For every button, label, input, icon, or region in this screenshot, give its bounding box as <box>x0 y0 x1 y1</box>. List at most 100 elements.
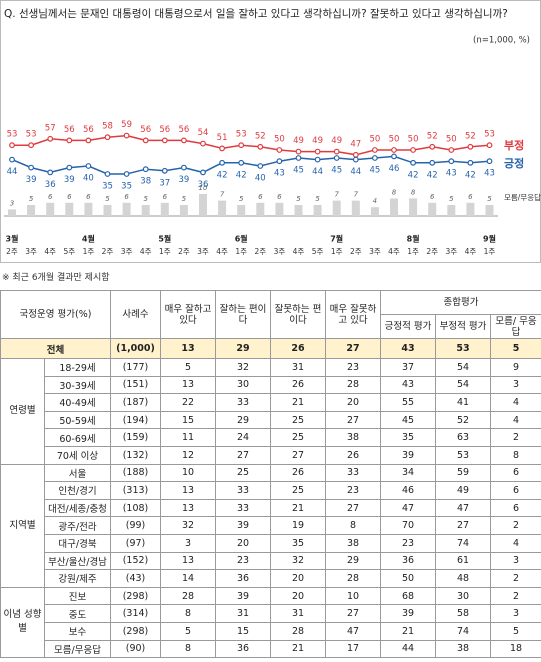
bar <box>370 207 379 216</box>
data-row: 모름/무응답 (90) 8 36 21 17 44 38 18 <box>1 639 541 659</box>
cell: 29 <box>325 551 381 571</box>
group-label: 지역별 <box>0 463 45 588</box>
row-label: 부산/울산/경남 <box>44 551 111 571</box>
cell: 13 <box>160 375 216 395</box>
cell: 33 <box>215 393 271 412</box>
week-label: 1주 <box>407 247 419 256</box>
header-cell: 긍정적 평가 <box>380 314 436 339</box>
point-label: 50 <box>446 135 457 145</box>
cell: 6 <box>489 481 541 500</box>
cell: 6 <box>489 463 541 483</box>
point <box>200 140 206 147</box>
sample-size: (151) <box>110 375 161 395</box>
point-label: 45 <box>331 166 342 176</box>
data-row: 50-59세 (194) 15 29 25 27 45 52 4 <box>1 410 541 430</box>
data-row: 보수 (298) 5 15 28 47 21 74 5 <box>1 621 541 641</box>
point-label: 36 <box>45 180 56 190</box>
point <box>410 147 417 153</box>
sample-size: (177) <box>110 358 161 377</box>
cell: 28 <box>325 569 381 588</box>
bar-label: 8 <box>392 188 397 196</box>
point-label: 39 <box>178 175 189 185</box>
month-label: 7월 <box>330 234 343 244</box>
point-label: 49 <box>331 136 342 146</box>
point <box>448 147 455 153</box>
point <box>391 147 397 153</box>
cell: 38 <box>325 533 381 553</box>
cell: 52 <box>435 410 491 430</box>
cell: 27 <box>325 498 381 518</box>
cell: 32 <box>160 516 216 535</box>
row-label: 40-49세 <box>44 393 111 412</box>
cell: 21 <box>270 393 326 412</box>
point-label: 56 <box>64 125 75 135</box>
point-label: 58 <box>102 122 113 132</box>
sample-size: (194) <box>110 410 161 430</box>
data-row: 대전/세종/충청 (108) 13 33 21 27 47 47 6 <box>1 498 541 518</box>
point <box>47 135 54 142</box>
point <box>66 137 73 144</box>
cell: 20 <box>270 569 326 588</box>
bar-label: 4 <box>373 197 377 205</box>
data-row: 대구/경북 (97) 3 20 35 38 23 74 4 <box>1 533 541 553</box>
week-label: 2주 <box>102 247 114 256</box>
cell: 33 <box>215 481 271 500</box>
point <box>142 166 149 173</box>
cell: 4 <box>489 410 541 430</box>
point <box>486 158 493 165</box>
week-label: 4주 <box>140 247 152 256</box>
point <box>66 164 73 171</box>
bar-label: 6 <box>430 193 435 201</box>
data-row: 중도 (314) 8 31 31 27 39 58 3 <box>1 604 541 623</box>
point <box>429 159 436 166</box>
cell: 10 <box>325 586 381 606</box>
chart-frame <box>0 0 541 263</box>
row-label: 진보 <box>44 586 111 606</box>
point-label: 56 <box>159 125 170 135</box>
cell: 20 <box>270 586 326 606</box>
bar <box>46 202 55 216</box>
cell: 20 <box>215 533 271 553</box>
results-table: 국정운영 평가(%) 사례수 매우 잘하고 있다 잘하는 편이다 잘못하는 편이다 매우 … <box>0 290 541 659</box>
point-label: 38 <box>140 177 151 187</box>
point-label: 45 <box>293 166 304 176</box>
cell: 27 <box>325 604 381 623</box>
point-label: 50 <box>408 135 419 145</box>
bar-label: 6 <box>67 193 72 201</box>
line <box>11 155 490 175</box>
point <box>276 158 283 165</box>
bar-label: 5 <box>239 195 244 203</box>
point-label: 36 <box>198 180 209 190</box>
point <box>238 159 245 166</box>
point <box>467 159 474 166</box>
cell: 28 <box>270 621 326 641</box>
week-label: 1주 <box>235 247 247 256</box>
row-label: 모름/무응답 <box>44 639 111 659</box>
week-label: 5주 <box>63 247 75 256</box>
cell: 25 <box>270 481 326 500</box>
point <box>295 148 302 155</box>
week-label: 3주 <box>25 247 37 256</box>
bar <box>447 205 456 216</box>
data-row: 인천/경기 (313) 13 33 25 23 46 49 6 <box>1 481 541 500</box>
point-label: 44 <box>7 167 18 177</box>
sample-size: (298) <box>110 586 161 606</box>
cell: 3 <box>489 551 541 571</box>
header-cell: 사례수 <box>110 290 161 339</box>
total-row: 전체 (1,000) 13 29 26 27 43 53 5 <box>0 338 541 359</box>
cell: 11 <box>160 428 216 447</box>
bar-label: 7 <box>334 191 339 199</box>
bar <box>65 202 74 216</box>
week-label: 4주 <box>44 247 56 256</box>
month-label: 6월 <box>235 234 248 244</box>
cell: 21 <box>270 498 326 518</box>
point-label: 53 <box>7 130 18 140</box>
point <box>333 155 340 161</box>
header-cell: 모름/ 무응답 <box>489 314 541 339</box>
cell: 50 <box>380 569 436 588</box>
week-label: 1주 <box>159 247 171 256</box>
point <box>333 148 340 155</box>
cell: 25 <box>270 428 326 447</box>
cell: 27 <box>215 445 271 465</box>
